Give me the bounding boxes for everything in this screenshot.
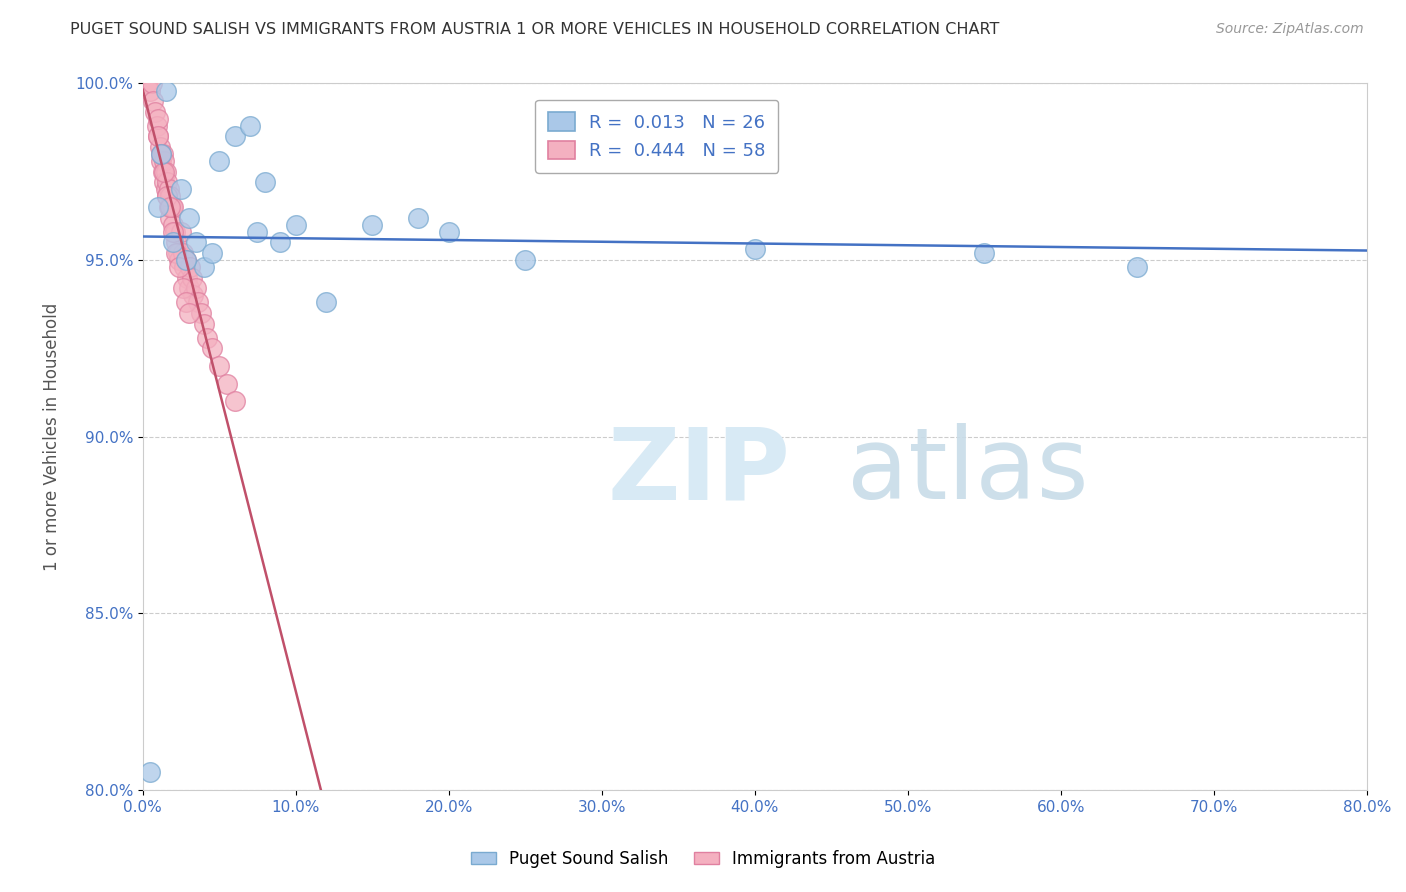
Point <box>152 165 174 179</box>
Point <box>162 200 184 214</box>
Point <box>156 189 179 203</box>
Point <box>162 225 184 239</box>
Point <box>208 359 231 373</box>
Point <box>169 253 191 268</box>
Text: ZIP: ZIP <box>607 424 790 520</box>
Point <box>284 218 307 232</box>
Point <box>174 295 197 310</box>
Point <box>162 218 184 232</box>
Point <box>200 342 222 356</box>
Text: Source: ZipAtlas.com: Source: ZipAtlas.com <box>1216 22 1364 37</box>
Point <box>181 288 204 302</box>
Point <box>153 154 176 169</box>
Point <box>215 376 238 391</box>
Point <box>744 243 766 257</box>
Point <box>186 235 208 250</box>
Point <box>165 235 187 250</box>
Point <box>167 246 190 260</box>
Point <box>172 281 194 295</box>
Point <box>150 154 173 169</box>
Point <box>177 281 200 295</box>
Point <box>170 225 193 239</box>
Legend: R =  0.013   N = 26, R =  0.444   N = 58: R = 0.013 N = 26, R = 0.444 N = 58 <box>536 100 779 172</box>
Point <box>174 253 197 268</box>
Point <box>406 211 429 225</box>
Point <box>361 218 384 232</box>
Point <box>152 147 174 161</box>
Point <box>160 200 183 214</box>
Point <box>193 260 215 274</box>
Point <box>190 306 212 320</box>
Point <box>239 119 262 133</box>
Point <box>169 260 191 274</box>
Point <box>208 154 231 169</box>
Point <box>973 246 995 260</box>
Point <box>315 295 337 310</box>
Point <box>162 235 184 250</box>
Point <box>173 260 195 274</box>
Point <box>180 270 202 285</box>
Point <box>176 270 198 285</box>
Point <box>146 129 169 144</box>
Point <box>172 246 194 260</box>
Point <box>146 200 169 214</box>
Point <box>156 189 179 203</box>
Y-axis label: 1 or more Vehicles in Household: 1 or more Vehicles in Household <box>44 302 60 571</box>
Point <box>269 235 291 250</box>
Point <box>246 225 269 239</box>
Point <box>437 225 460 239</box>
Point <box>515 253 537 268</box>
Point <box>159 211 181 225</box>
Point <box>136 77 159 91</box>
Point <box>200 246 222 260</box>
Point <box>174 253 197 268</box>
Point <box>153 165 176 179</box>
Point <box>142 94 165 108</box>
Point <box>170 182 193 196</box>
Point <box>143 104 166 119</box>
Point <box>159 200 181 214</box>
Point <box>156 175 179 189</box>
Point <box>157 182 180 196</box>
Point <box>186 281 208 295</box>
Point <box>177 211 200 225</box>
Text: PUGET SOUND SALISH VS IMMIGRANTS FROM AUSTRIA 1 OR MORE VEHICLES IN HOUSEHOLD CO: PUGET SOUND SALISH VS IMMIGRANTS FROM AU… <box>70 22 1000 37</box>
Point <box>146 112 169 126</box>
Point <box>224 394 246 409</box>
Point <box>139 765 162 780</box>
Legend: Puget Sound Salish, Immigrants from Austria: Puget Sound Salish, Immigrants from Aust… <box>464 844 942 875</box>
Point <box>193 317 215 331</box>
Point <box>195 331 218 345</box>
Point <box>145 119 167 133</box>
Point <box>179 260 201 274</box>
Point <box>148 140 170 154</box>
Point <box>165 246 187 260</box>
Point <box>254 175 277 189</box>
Point <box>159 189 181 203</box>
Point <box>1126 260 1149 274</box>
Point <box>150 147 173 161</box>
Point <box>141 77 163 91</box>
Point <box>177 306 200 320</box>
Text: atlas: atlas <box>846 424 1088 520</box>
Point <box>146 129 169 144</box>
Point <box>187 295 209 310</box>
Point <box>153 175 176 189</box>
Point <box>150 147 173 161</box>
Point <box>163 225 186 239</box>
Point <box>155 165 177 179</box>
Point <box>157 200 180 214</box>
Point <box>155 83 177 97</box>
Point <box>224 129 246 144</box>
Point <box>139 83 162 97</box>
Point <box>155 182 177 196</box>
